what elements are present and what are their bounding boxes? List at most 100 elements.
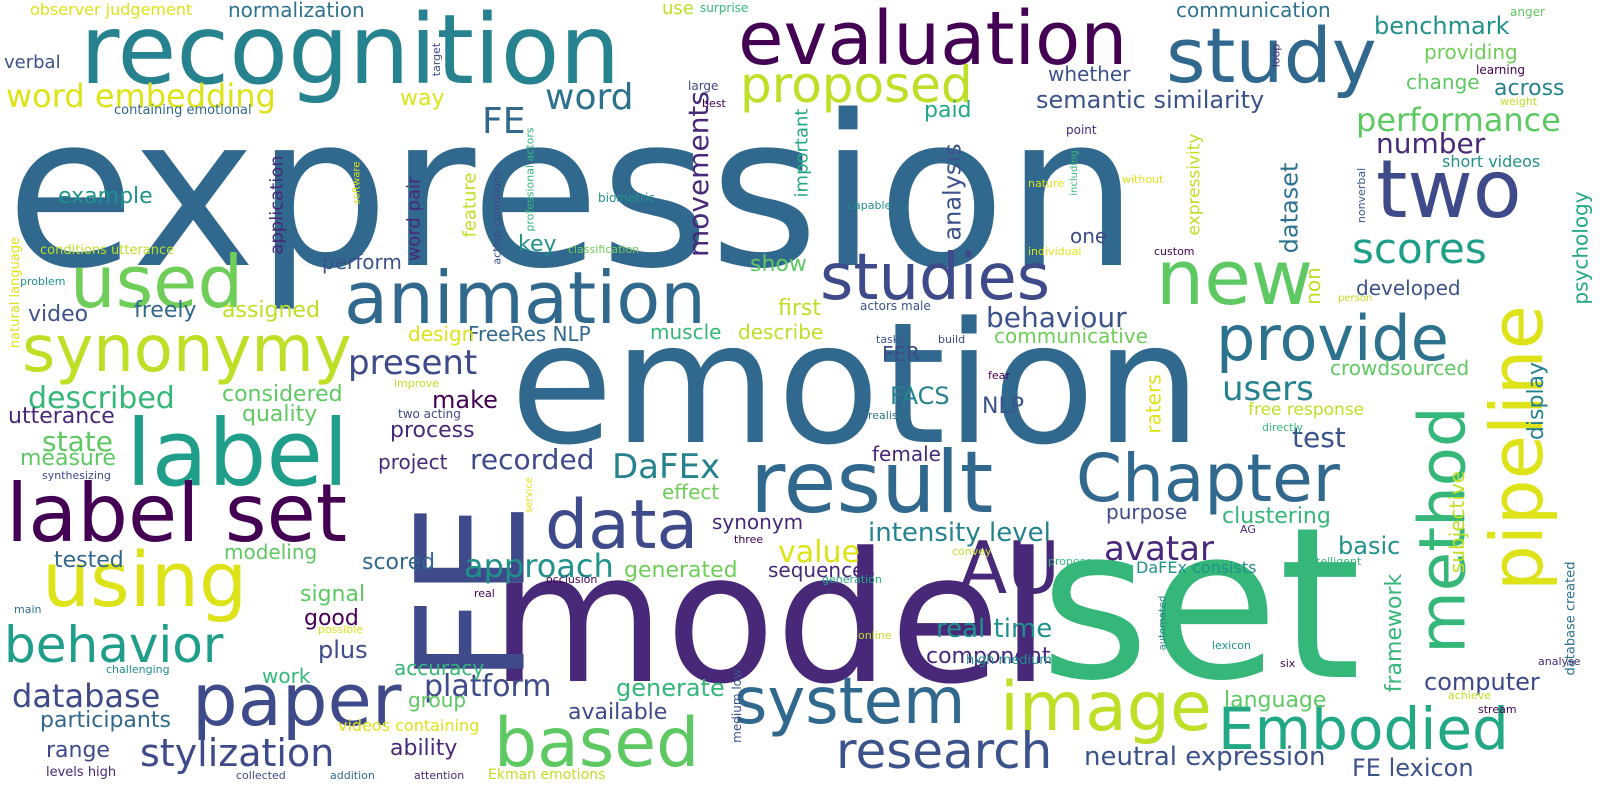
word-real: real: [474, 587, 495, 600]
word-participants: participants: [40, 708, 171, 733]
word-provide: provide: [1216, 302, 1449, 375]
word-dafex-consists: DaFEx consists: [1136, 558, 1257, 577]
word-language: language: [1224, 688, 1327, 713]
word-best: best: [702, 97, 726, 110]
word-analysis: analysis: [938, 143, 967, 241]
word-main: main: [14, 603, 42, 616]
word-number: number: [1376, 127, 1486, 160]
word-pipeline: pipeline: [1474, 305, 1559, 591]
word-benchmark: benchmark: [1374, 12, 1510, 40]
word-non: non: [1300, 267, 1325, 305]
word-considered: considered: [222, 382, 343, 407]
word-nature: nature: [1028, 177, 1065, 190]
word-analyse: analyse: [1538, 655, 1581, 668]
word-large: large: [688, 79, 719, 93]
word-intensity-level: intensity level: [868, 518, 1051, 548]
word-state: state: [42, 425, 113, 458]
word-good: good: [304, 606, 359, 631]
word-ag: AG: [1240, 523, 1256, 536]
word-neutral-expression: neutral expression: [1084, 742, 1326, 772]
word-measure: measure: [20, 446, 116, 471]
word-computer: computer: [1424, 668, 1540, 696]
word-approach: approach: [464, 547, 614, 585]
word-described: described: [28, 381, 175, 416]
word-expressivity: expressivity: [1184, 133, 1205, 236]
word-real-time: real time: [936, 614, 1053, 644]
word-software: software: [351, 161, 363, 205]
word-value: value: [778, 535, 860, 570]
word-verbal: verbal: [4, 52, 61, 73]
word-application: application: [266, 155, 288, 255]
word-surprise: surprise: [700, 1, 749, 15]
word-describe: describe: [738, 320, 824, 344]
word-loop: loop: [1269, 43, 1283, 68]
word-make: make: [432, 386, 498, 414]
word-clustering: clustering: [1222, 504, 1331, 529]
word-research: research: [836, 722, 1053, 780]
word-custom: custom: [1154, 245, 1195, 258]
word-group: group: [408, 688, 467, 712]
word-purpose: purpose: [1106, 500, 1188, 524]
word-fear: fear: [988, 369, 1010, 382]
word-project: project: [378, 450, 448, 474]
word-providing: providing: [1424, 40, 1518, 64]
word-effect: effect: [662, 480, 720, 504]
word-containing-emotional: containing emotional: [114, 103, 252, 118]
word-label-set: label set: [6, 467, 348, 560]
word-person: person: [1338, 293, 1373, 304]
word-achieve: achieve: [1448, 689, 1491, 702]
word-based: based: [494, 704, 700, 783]
word-collected: collected: [236, 769, 286, 782]
word-build: build: [938, 333, 966, 346]
word-crowdsourced: crowdsourced: [1330, 356, 1470, 380]
word-utterance: utterance: [8, 404, 115, 429]
word-users: users: [1222, 369, 1314, 409]
word-fer: FER: [882, 342, 921, 366]
word-process: process: [390, 418, 475, 443]
word-set: set: [1040, 482, 1361, 727]
word-automated: automated: [1157, 595, 1169, 651]
word-biometric: biometric: [598, 191, 655, 205]
word-videos-containing: videos containing: [338, 716, 480, 735]
word-present: present: [348, 343, 478, 383]
word-recorded: recorded: [470, 443, 595, 476]
word-scores: scores: [1352, 224, 1487, 273]
word-animation: animation: [344, 256, 706, 340]
word-anger: anger: [1510, 5, 1545, 19]
word-communication: communication: [1176, 0, 1331, 22]
word-capable: capable: [848, 199, 892, 212]
word-stylization: stylization: [140, 731, 335, 775]
word-feature: feature: [459, 172, 481, 238]
word-natural-language: natural language: [8, 236, 24, 349]
word-word-embedding: word embedding: [6, 77, 276, 115]
word-paid: paid: [924, 98, 972, 123]
word-movements: movements: [682, 90, 716, 258]
word-intelligent: intelligent: [1306, 555, 1362, 568]
word-occlusion: occlusion: [546, 573, 598, 586]
word-without: without: [1122, 173, 1164, 186]
word-across: across: [1494, 76, 1565, 101]
word-key: key: [518, 232, 557, 257]
word-performance: performance: [1356, 101, 1561, 139]
word-including: including: [1068, 150, 1080, 196]
word-challenging: challenging: [106, 663, 170, 676]
word-important: important: [791, 108, 813, 198]
word-generated: generated: [624, 558, 738, 583]
word-convey: convey: [952, 545, 992, 558]
word-realistic: realistic: [868, 409, 912, 422]
word-tested: tested: [54, 548, 124, 573]
word-new: new: [1156, 233, 1314, 322]
word-levels-high: levels high: [46, 765, 117, 780]
word-using: using: [42, 535, 248, 624]
word-show: show: [750, 252, 807, 277]
word-normalization: normalization: [228, 0, 365, 22]
word-learning: learning: [1476, 63, 1525, 77]
word-paper: paper: [192, 658, 402, 742]
word-female: female: [872, 442, 941, 466]
word-target: target: [430, 42, 444, 77]
word-fe: FE: [482, 101, 526, 142]
word-embodied: Embodied: [1218, 695, 1509, 763]
word-signal: signal: [300, 582, 366, 607]
word-observer-judgement: observer judgement: [30, 0, 193, 19]
